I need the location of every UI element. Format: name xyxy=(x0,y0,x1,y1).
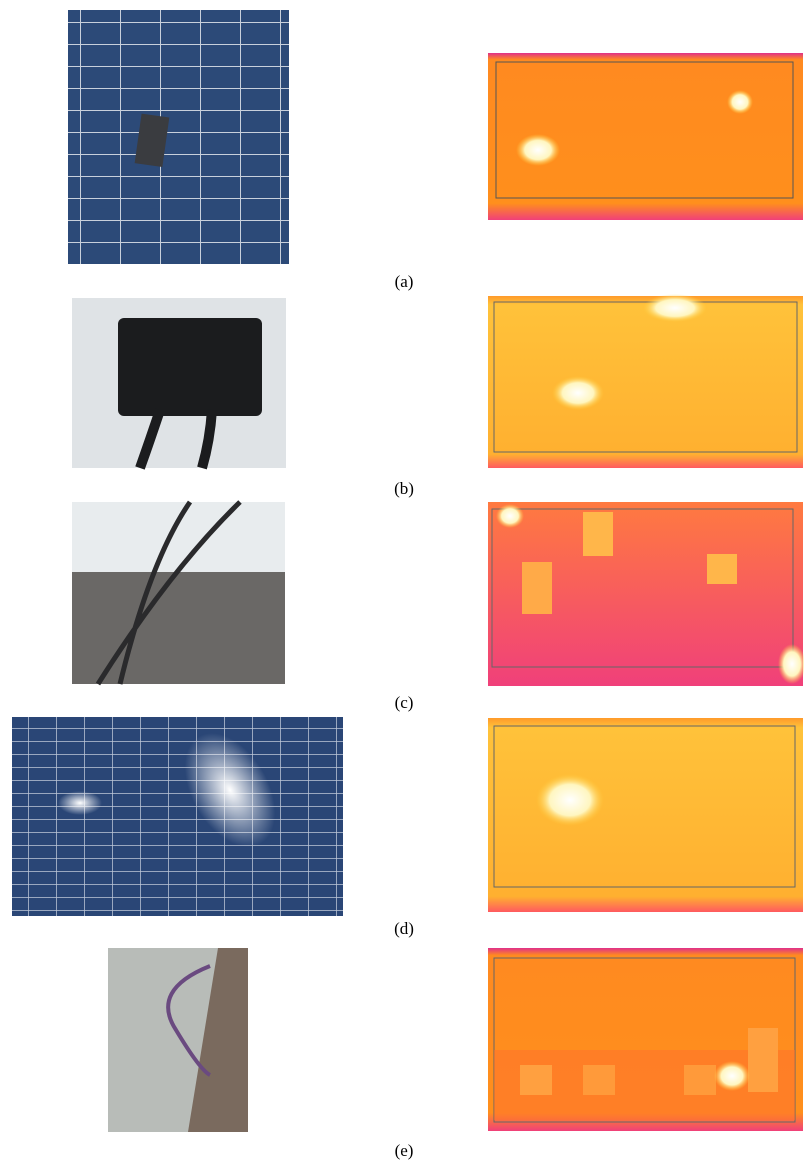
figure: (a) (b) (c) (d) xyxy=(0,0,804,1166)
panel-b: (b) xyxy=(72,294,803,498)
photo xyxy=(68,10,289,264)
photo-detail xyxy=(118,318,262,416)
caption: (d) xyxy=(394,919,414,938)
caption: (a) xyxy=(395,272,414,291)
hotspot xyxy=(516,134,560,166)
photo xyxy=(12,717,343,916)
caption: (e) xyxy=(395,1141,414,1160)
photo-glare xyxy=(58,791,102,815)
hot-region xyxy=(583,512,613,556)
photo xyxy=(72,502,285,572)
hot-region xyxy=(684,1065,716,1095)
hotspot xyxy=(714,1061,750,1091)
thermal-image xyxy=(488,296,803,468)
hot-region xyxy=(583,1065,615,1095)
hot-region xyxy=(707,554,737,584)
hot-region xyxy=(522,562,552,614)
panel-c: (c) xyxy=(72,502,804,712)
panel-a: (a) xyxy=(68,10,803,291)
hotspot xyxy=(727,90,753,114)
hotspot xyxy=(496,504,524,528)
hot-region xyxy=(520,1065,552,1095)
caption: (c) xyxy=(395,693,414,712)
panel-d: (d) xyxy=(12,717,803,938)
thermal-image xyxy=(488,718,803,912)
page: (a) (b) (c) (d) xyxy=(0,0,804,1166)
hotspot xyxy=(643,294,707,322)
hotspot xyxy=(552,376,604,410)
caption: (b) xyxy=(394,479,414,498)
hot-region xyxy=(748,1028,778,1092)
hotspot xyxy=(536,774,604,826)
photo-ground xyxy=(72,572,285,684)
panel-e: (e) xyxy=(108,948,803,1160)
